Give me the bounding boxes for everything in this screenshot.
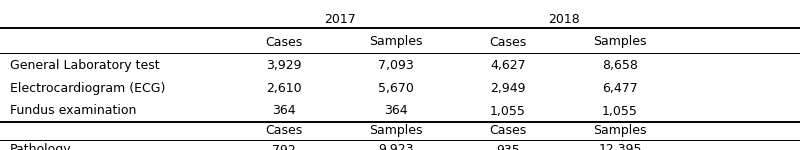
Text: 2017: 2017 <box>324 13 356 26</box>
Text: 12,395: 12,395 <box>598 144 642 150</box>
Text: 2,949: 2,949 <box>490 82 526 95</box>
Text: Cases: Cases <box>490 124 526 137</box>
Text: Samples: Samples <box>594 124 646 137</box>
Text: 8,658: 8,658 <box>602 60 638 72</box>
Text: 364: 364 <box>272 105 296 117</box>
Text: Samples: Samples <box>370 36 422 48</box>
Text: 4,627: 4,627 <box>490 60 526 72</box>
Text: 3,929: 3,929 <box>266 60 302 72</box>
Text: Samples: Samples <box>370 124 422 137</box>
Text: 2,610: 2,610 <box>266 82 302 95</box>
Text: Cases: Cases <box>490 36 526 48</box>
Text: 935: 935 <box>496 144 520 150</box>
Text: Pathology: Pathology <box>10 144 71 150</box>
Text: Electrocardiogram (ECG): Electrocardiogram (ECG) <box>10 82 165 95</box>
Text: 792: 792 <box>272 144 296 150</box>
Text: 364: 364 <box>384 105 408 117</box>
Text: 1,055: 1,055 <box>602 105 638 117</box>
Text: 5,670: 5,670 <box>378 82 414 95</box>
Text: 2018: 2018 <box>548 13 580 26</box>
Text: Samples: Samples <box>594 36 646 48</box>
Text: 1,055: 1,055 <box>490 105 526 117</box>
Text: Cases: Cases <box>266 124 302 137</box>
Text: 9,923: 9,923 <box>378 144 414 150</box>
Text: 6,477: 6,477 <box>602 82 638 95</box>
Text: 7,093: 7,093 <box>378 60 414 72</box>
Text: General Laboratory test: General Laboratory test <box>10 60 159 72</box>
Text: Cases: Cases <box>266 36 302 48</box>
Text: Fundus examination: Fundus examination <box>10 105 136 117</box>
